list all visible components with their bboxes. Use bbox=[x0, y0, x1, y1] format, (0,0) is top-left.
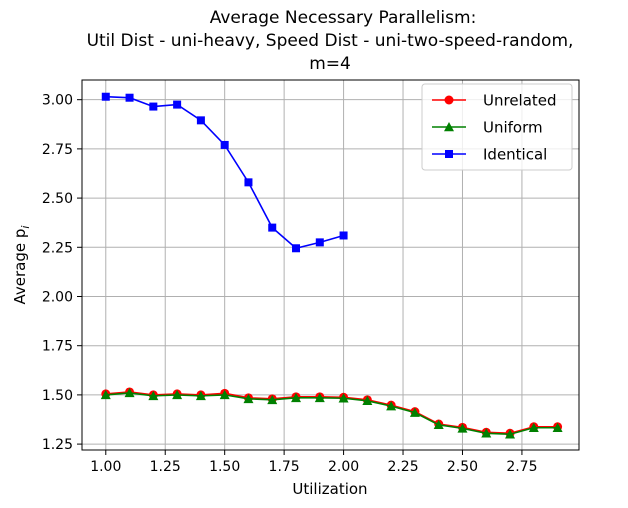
data-point-identical bbox=[125, 93, 134, 102]
y-tick-label: 1.75 bbox=[42, 339, 73, 355]
data-point-uniform bbox=[409, 407, 420, 417]
legend-label-unrelated: Unrelated bbox=[483, 92, 557, 110]
y-tick-label: 1.50 bbox=[42, 388, 73, 404]
data-point-uniform bbox=[386, 401, 397, 411]
legend-entry-uniform: Uniform bbox=[432, 119, 543, 137]
grid bbox=[82, 80, 579, 450]
y-axis-ticks: 1.25 1.50 1.75 2.00 2.25 2.50 2.75 3.00 bbox=[42, 93, 82, 453]
legend-label-identical: Identical bbox=[483, 146, 547, 164]
data-point-identical bbox=[315, 238, 324, 247]
y-tick-label: 2.00 bbox=[42, 289, 73, 305]
legend-marker-unrelated bbox=[444, 95, 454, 105]
data-point-uniform bbox=[457, 423, 468, 433]
chart-title: Average Necessary Parallelism: Util Dist… bbox=[87, 8, 574, 74]
x-axis-ticks: 1.00 1.25 1.50 1.75 2.00 2.25 2.50 2.75 bbox=[90, 450, 538, 475]
chart-title-line-3: m=4 bbox=[309, 54, 351, 74]
series-identical bbox=[101, 92, 348, 253]
chart-title-line-1: Average Necessary Parallelism: bbox=[210, 8, 477, 28]
data-point-identical bbox=[101, 92, 110, 101]
data-point-uniform bbox=[433, 419, 444, 430]
x-tick-label: 2.75 bbox=[506, 459, 537, 475]
legend-box bbox=[421, 83, 573, 171]
x-tick-label: 2.50 bbox=[447, 459, 478, 475]
y-tick-label: 3.00 bbox=[42, 93, 73, 109]
x-tick-label: 2.00 bbox=[328, 459, 359, 475]
data-point-uniform bbox=[267, 394, 278, 405]
x-tick-label: 1.25 bbox=[150, 459, 181, 475]
plot-area-frame bbox=[81, 79, 580, 451]
series-uniform bbox=[100, 387, 563, 439]
y-tick-label: 2.50 bbox=[42, 191, 73, 207]
y-axis-label-subscript: i bbox=[19, 226, 32, 229]
y-tick-label: 2.75 bbox=[42, 142, 73, 158]
legend-entry-unrelated: Unrelated bbox=[432, 92, 557, 110]
x-tick-label: 2.25 bbox=[387, 459, 418, 475]
legend-marker-uniform bbox=[444, 122, 454, 132]
data-point-uniform bbox=[172, 389, 183, 400]
data-point-uniform bbox=[338, 393, 349, 403]
y-axis-label-main: Average p bbox=[11, 229, 29, 305]
y-tick-label: 2.25 bbox=[42, 240, 73, 256]
data-point-uniform bbox=[314, 392, 325, 403]
legend-marker-identical bbox=[445, 150, 453, 158]
x-tick-label: 1.75 bbox=[269, 459, 300, 475]
chart-title-line-2: Util Dist - uni-heavy, Speed Dist - uni-… bbox=[87, 31, 574, 51]
data-point-uniform bbox=[552, 422, 563, 433]
x-axis-label: Utilization bbox=[292, 480, 367, 498]
series-line-uniform bbox=[105, 392, 558, 436]
data-point-identical bbox=[149, 102, 158, 111]
data-point-uniform bbox=[195, 390, 206, 401]
data-point-uniform bbox=[124, 387, 135, 398]
legend-label-uniform: Uniform bbox=[483, 119, 543, 137]
legend-entry-identical: Identical bbox=[432, 146, 547, 164]
data-point-identical bbox=[220, 140, 229, 149]
x-tick-label: 1.00 bbox=[90, 459, 121, 475]
data-point-uniform bbox=[528, 422, 539, 433]
data-point-identical bbox=[268, 223, 277, 232]
data-point-uniform bbox=[505, 429, 516, 439]
y-tick-label: 1.25 bbox=[42, 437, 73, 453]
legend: Unrelated Uniform Identical bbox=[421, 83, 573, 171]
data-point-identical bbox=[244, 178, 253, 187]
x-tick-label: 1.50 bbox=[209, 459, 240, 475]
data-point-uniform bbox=[481, 428, 492, 438]
y-axis-label: Average pi bbox=[11, 226, 32, 305]
data-point-uniform bbox=[243, 393, 254, 404]
data-point-identical bbox=[173, 100, 182, 109]
data-point-uniform bbox=[148, 390, 159, 401]
data-point-identical bbox=[196, 116, 205, 125]
data-point-uniform bbox=[100, 389, 111, 400]
data-point-uniform bbox=[362, 395, 373, 406]
data-point-identical bbox=[339, 231, 348, 240]
data-point-identical bbox=[292, 244, 301, 253]
plot-series bbox=[100, 92, 563, 439]
data-point-uniform bbox=[291, 392, 302, 403]
data-point-uniform bbox=[219, 389, 230, 400]
